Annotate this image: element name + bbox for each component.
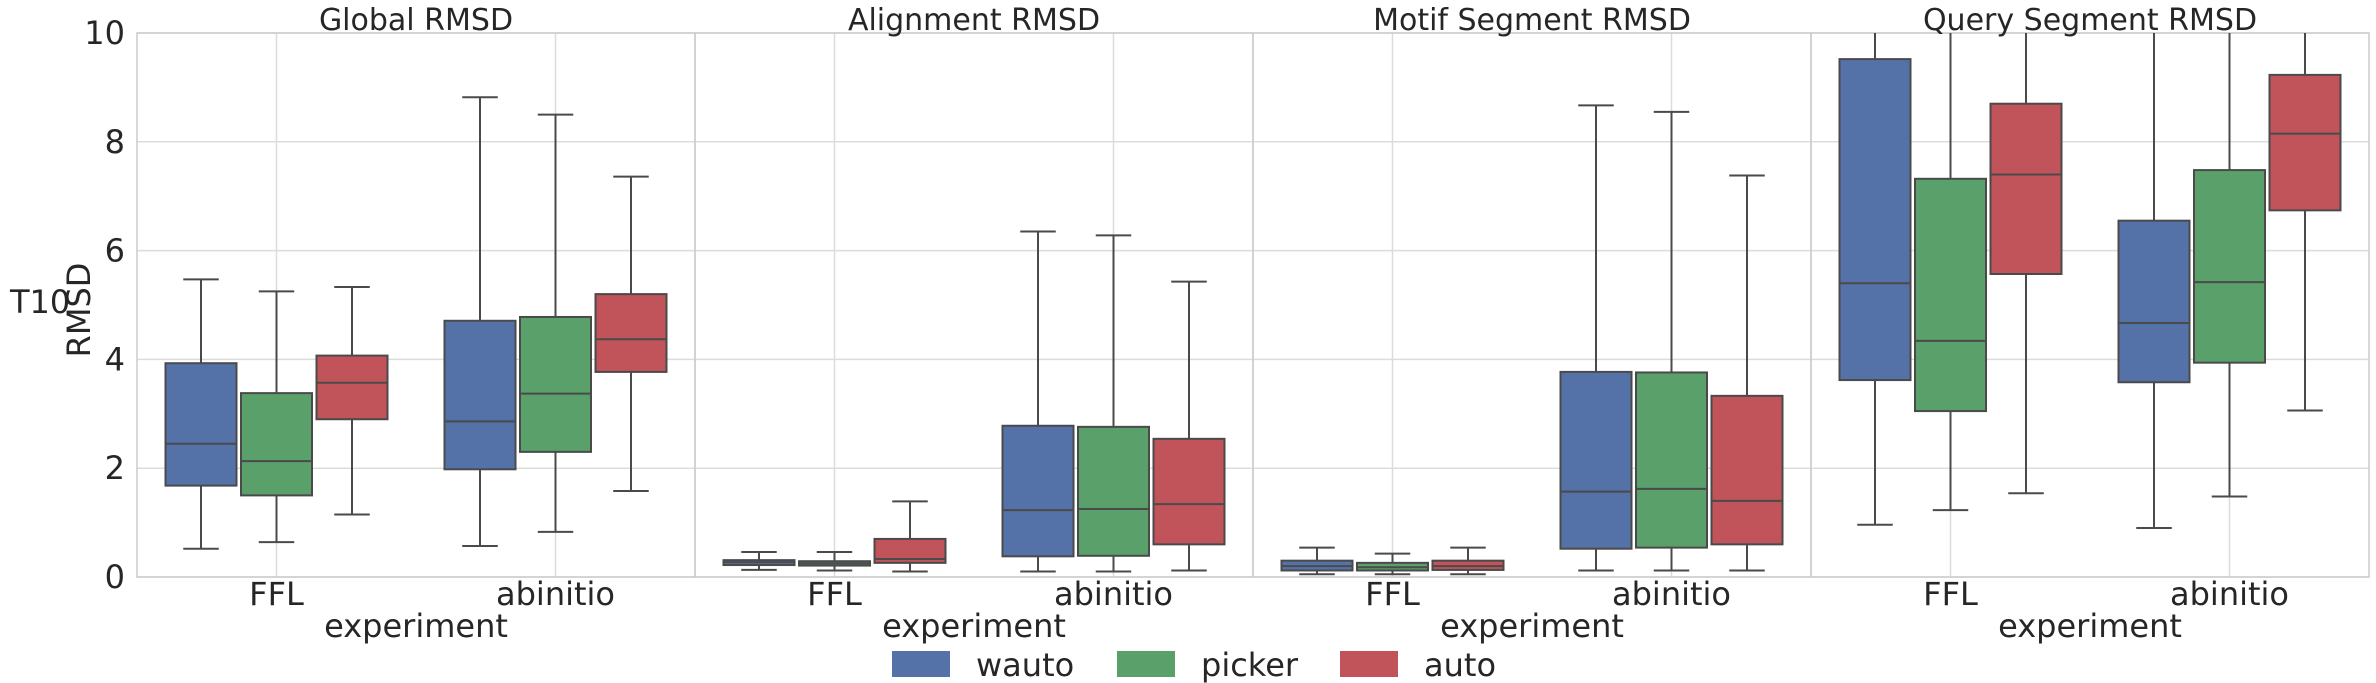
y-tick-label: 6 bbox=[105, 232, 125, 270]
box-ffl-auto bbox=[873, 500, 947, 573]
box-body bbox=[873, 537, 947, 564]
box-body bbox=[2268, 73, 2342, 212]
box-ffl-picker bbox=[240, 290, 313, 544]
box-ffl-picker bbox=[1356, 552, 1429, 576]
box-ffl-wauto bbox=[1280, 546, 1354, 576]
y-tick-label: 4 bbox=[105, 340, 125, 378]
box-body bbox=[594, 293, 668, 373]
row-label: T10 bbox=[9, 283, 70, 321]
legend: wauto picker auto bbox=[892, 646, 1496, 683]
legend-label: wauto bbox=[976, 646, 1074, 683]
x-tick-label: abinitio bbox=[2170, 575, 2289, 613]
box-ffl-picker bbox=[798, 550, 871, 572]
legend-item-picker: picker bbox=[1117, 646, 1299, 683]
x-axis-label: experiment bbox=[1998, 607, 2182, 645]
box-ffl-wauto bbox=[164, 278, 238, 550]
box-abinitio-wauto bbox=[1001, 230, 1075, 573]
box-abinitio-auto bbox=[2268, 33, 2342, 412]
panel-title: Query Segment RMSD bbox=[1923, 3, 2257, 38]
panel-title: Alignment RMSD bbox=[848, 3, 1100, 38]
y-tick-label: 0 bbox=[105, 558, 125, 596]
box-ffl-wauto bbox=[722, 550, 796, 571]
box-abinitio-picker bbox=[519, 113, 592, 533]
x-tick-label: abinitio bbox=[496, 575, 615, 613]
x-axis-label: experiment bbox=[324, 607, 508, 645]
x-tick-label: abinitio bbox=[1612, 575, 1731, 613]
y-tick-label: 10 bbox=[84, 14, 125, 52]
legend-swatch bbox=[1340, 651, 1398, 677]
box-body bbox=[1838, 58, 1912, 382]
legend-swatch bbox=[892, 651, 950, 677]
box-ffl-auto bbox=[1989, 33, 2063, 495]
x-tick-label: FFL bbox=[249, 575, 304, 613]
y-tick-label: 2 bbox=[105, 449, 125, 487]
box-abinitio-auto bbox=[1710, 174, 1784, 572]
y-tick-label: 8 bbox=[105, 123, 125, 161]
box-abinitio-auto bbox=[1152, 280, 1226, 572]
box-abinitio-picker bbox=[2193, 33, 2266, 498]
box-body bbox=[519, 315, 592, 453]
box-body bbox=[1710, 394, 1784, 546]
x-tick-label: FFL bbox=[1365, 575, 1420, 613]
box-ffl-picker bbox=[1914, 33, 1987, 512]
box-ffl-auto bbox=[315, 286, 389, 516]
x-axis-label: experiment bbox=[1440, 607, 1624, 645]
box-body bbox=[1152, 437, 1226, 546]
panel-title: Global RMSD bbox=[319, 3, 513, 38]
legend-label: picker bbox=[1201, 646, 1299, 683]
legend-swatch bbox=[1117, 651, 1175, 677]
box-body bbox=[2193, 169, 2266, 364]
box-abinitio-picker bbox=[1635, 110, 1708, 572]
y-axis-label: RMSD bbox=[60, 263, 98, 358]
legend-label: auto bbox=[1424, 646, 1496, 683]
legend-item-wauto: wauto bbox=[892, 646, 1074, 683]
box-abinitio-auto bbox=[594, 175, 668, 493]
box-body bbox=[1559, 370, 1633, 550]
legend-item-auto: auto bbox=[1340, 646, 1496, 683]
box-body bbox=[315, 354, 389, 421]
box-body bbox=[2117, 219, 2191, 384]
box-abinitio-wauto bbox=[2117, 33, 2191, 530]
box-body bbox=[1635, 371, 1708, 549]
panel-frame bbox=[1810, 32, 2370, 578]
x-axis-label: experiment bbox=[882, 607, 1066, 645]
box-body bbox=[1989, 102, 2063, 275]
box-body bbox=[1914, 177, 1987, 413]
box-ffl-wauto bbox=[1838, 33, 1912, 526]
box-body bbox=[164, 362, 238, 487]
box-body bbox=[1001, 424, 1075, 558]
box-body bbox=[1077, 425, 1150, 557]
box-body bbox=[240, 392, 313, 497]
box-abinitio-wauto bbox=[1559, 104, 1633, 572]
panel-title: Motif Segment RMSD bbox=[1373, 3, 1691, 38]
x-tick-label: FFL bbox=[1923, 575, 1978, 613]
x-tick-label: FFL bbox=[807, 575, 862, 613]
box-abinitio-wauto bbox=[443, 96, 517, 547]
x-tick-label: abinitio bbox=[1054, 575, 1173, 613]
box-ffl-auto bbox=[1431, 546, 1505, 576]
box-abinitio-picker bbox=[1077, 234, 1150, 573]
box-body bbox=[443, 319, 517, 471]
